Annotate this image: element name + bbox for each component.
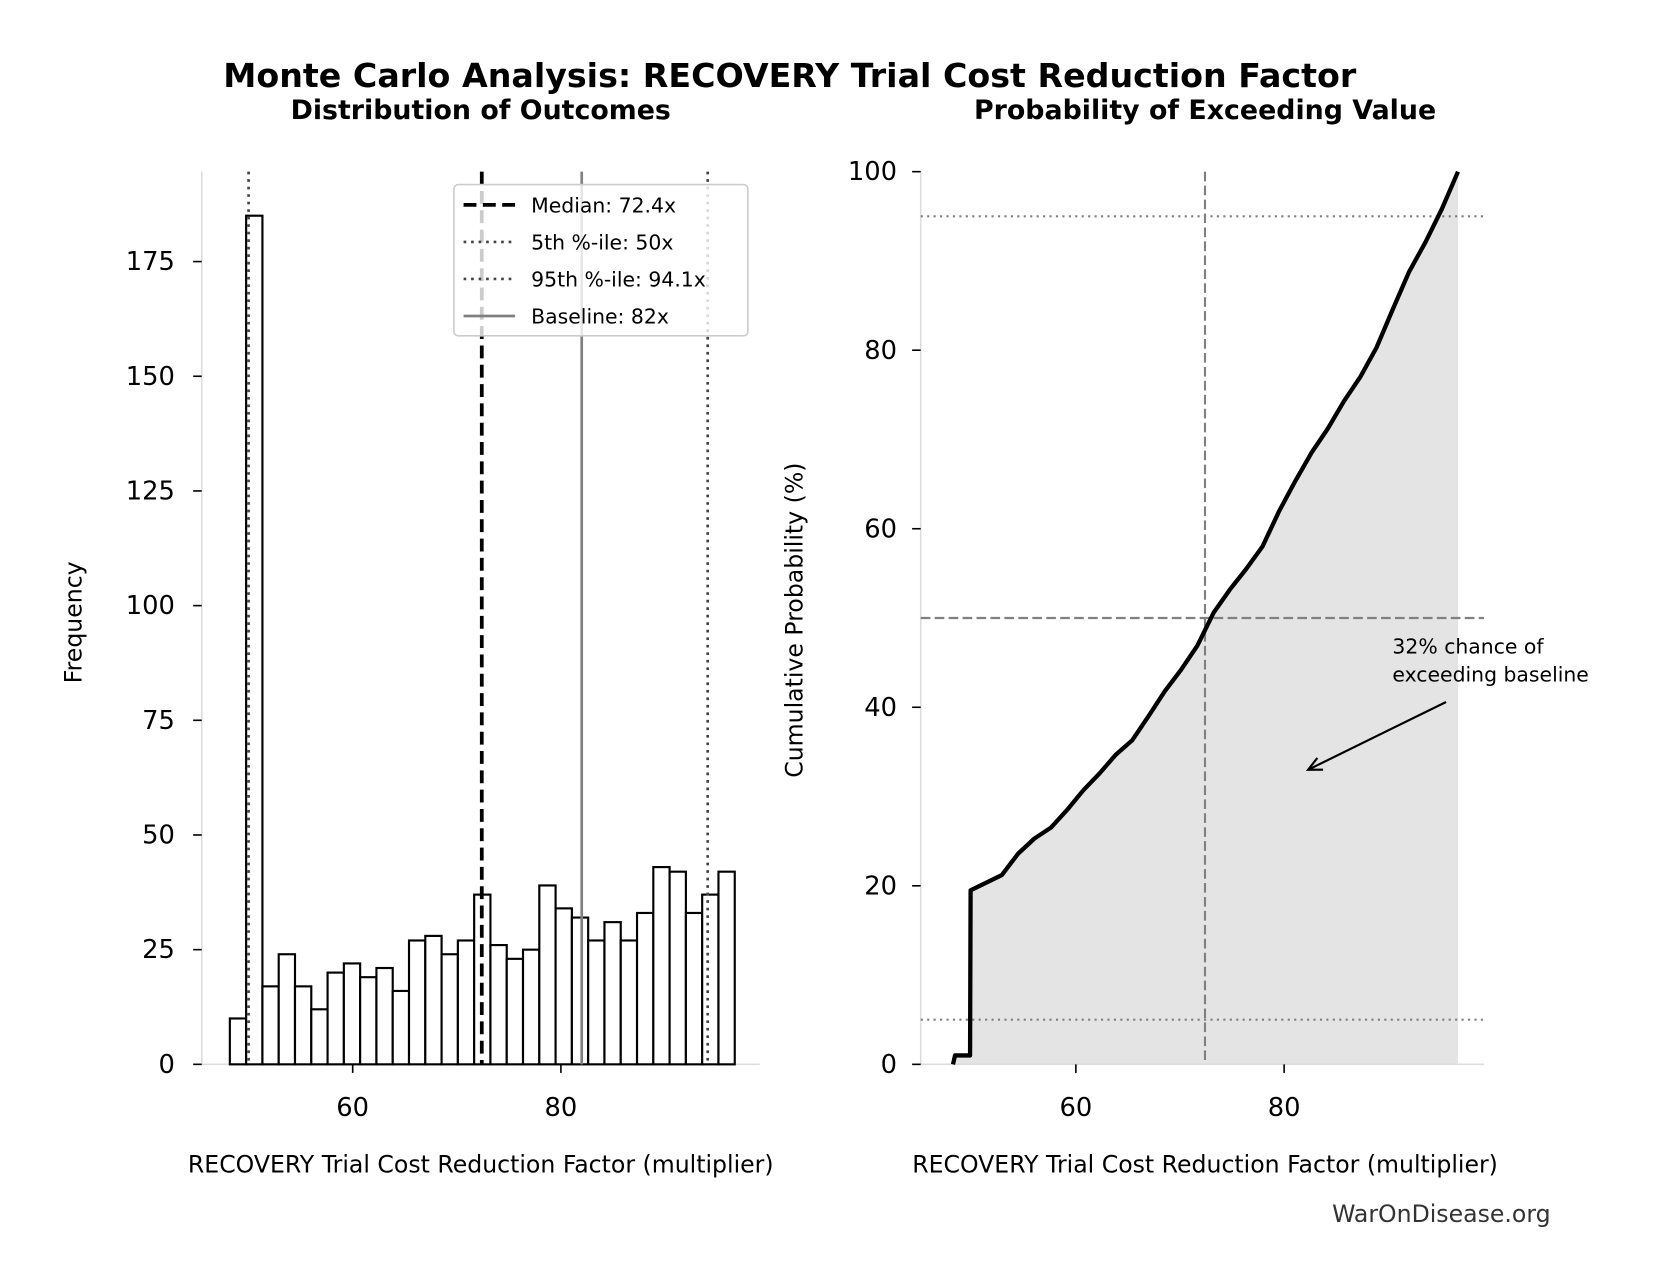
histogram-bar bbox=[228, 1017, 248, 1066]
histogram-bar bbox=[554, 907, 573, 1066]
y-tick-label: 125 bbox=[126, 477, 175, 507]
histogram-bar bbox=[603, 921, 622, 1066]
y-tick-label: 40 bbox=[864, 693, 897, 723]
histogram-bar bbox=[652, 866, 671, 1066]
annotation-text: exceeding baseline bbox=[1392, 663, 1588, 687]
legend-box bbox=[453, 183, 749, 337]
histogram-bar bbox=[245, 214, 264, 1066]
y-tick-label: 20 bbox=[864, 871, 897, 901]
cdf-axes: 0 20 40 60 80 100 60 80 32% chance of exceeding b… bbox=[848, 157, 1589, 1123]
histogram-bar bbox=[342, 962, 362, 1066]
histogram-bar bbox=[440, 953, 459, 1066]
right-subtitle: Probability of Exceeding Value bbox=[974, 95, 1436, 126]
legend-label: 95th %-ile: 94.1x bbox=[531, 267, 706, 291]
left-ylabel: Frequency bbox=[60, 561, 88, 683]
footer-watermark: WarOnDisease.org bbox=[1332, 1200, 1551, 1228]
annotation-arrow bbox=[1307, 701, 1447, 771]
y-tick-label: 25 bbox=[142, 935, 175, 965]
histogram-bar bbox=[359, 976, 378, 1066]
y-tick-label: 60 bbox=[864, 514, 897, 544]
legend-label: 5th %-ile: 50x bbox=[531, 230, 673, 254]
y-tick-label: 175 bbox=[126, 247, 175, 277]
histogram-bar bbox=[570, 916, 590, 1066]
histogram-bar bbox=[473, 893, 492, 1066]
x-tick-label: 60 bbox=[1059, 1093, 1092, 1123]
histogram-bar bbox=[717, 870, 736, 1066]
y-tick-label: 100 bbox=[848, 157, 897, 187]
histogram-bar bbox=[310, 1008, 329, 1066]
histogram-bar bbox=[701, 893, 720, 1066]
cdf-fill-area bbox=[952, 171, 1459, 1065]
histogram-bar bbox=[521, 948, 541, 1066]
y-tick-label: 100 bbox=[126, 591, 175, 621]
annotation-arrowhead bbox=[1305, 757, 1324, 771]
histogram-bar bbox=[424, 934, 443, 1066]
left-xlabel: RECOVERY Trial Cost Reduction Factor (mu… bbox=[188, 1151, 774, 1179]
y-tick-label: 150 bbox=[126, 362, 175, 392]
y-tick-label: 0 bbox=[881, 1050, 897, 1080]
histogram-bar bbox=[261, 985, 280, 1066]
histogram-bar bbox=[407, 939, 427, 1066]
histogram-bar bbox=[505, 957, 525, 1066]
x-tick-label: 60 bbox=[336, 1093, 369, 1123]
y-tick-label: 0 bbox=[159, 1050, 175, 1080]
y-tick-label: 50 bbox=[142, 821, 175, 851]
histogram-bar bbox=[684, 911, 704, 1066]
histogram-bar bbox=[456, 939, 476, 1066]
histogram-bar bbox=[668, 870, 687, 1066]
histogram-axes: 0 25 50 75 100 125 150 175 60 80 Median: 72.4x 5th … bbox=[126, 171, 760, 1123]
right-ylabel: Cumulative Probability (%) bbox=[781, 463, 809, 778]
histogram-bar bbox=[489, 944, 508, 1066]
histogram-bar bbox=[587, 939, 606, 1066]
cdf-curve bbox=[950, 170, 1460, 1065]
annotation-text: 32% chance of bbox=[1392, 635, 1544, 659]
histogram-bar bbox=[326, 971, 345, 1066]
histogram-bar bbox=[635, 911, 655, 1066]
histogram-bar bbox=[391, 989, 411, 1066]
y-tick-label: 75 bbox=[142, 706, 175, 736]
histogram-bar bbox=[375, 966, 394, 1066]
figure-title: Monte Carlo Analysis: RECOVERY Trial Cos… bbox=[223, 56, 1357, 95]
histogram-bar bbox=[538, 884, 557, 1066]
y-tick-label: 80 bbox=[864, 336, 897, 366]
histogram-bar bbox=[293, 985, 313, 1066]
x-tick-label: 80 bbox=[545, 1093, 578, 1123]
legend-label: Median: 72.4x bbox=[531, 193, 676, 217]
x-tick-label: 80 bbox=[1268, 1093, 1301, 1123]
right-xlabel: RECOVERY Trial Cost Reduction Factor (mu… bbox=[912, 1151, 1498, 1179]
left-subtitle: Distribution of Outcomes bbox=[291, 95, 671, 126]
histogram-bar bbox=[619, 939, 639, 1066]
histogram-bar bbox=[277, 953, 297, 1066]
legend-label: Baseline: 82x bbox=[531, 304, 669, 328]
legend: Median: 72.4x 5th %-ile: 50x 95th %-ile: 9… bbox=[453, 183, 749, 337]
